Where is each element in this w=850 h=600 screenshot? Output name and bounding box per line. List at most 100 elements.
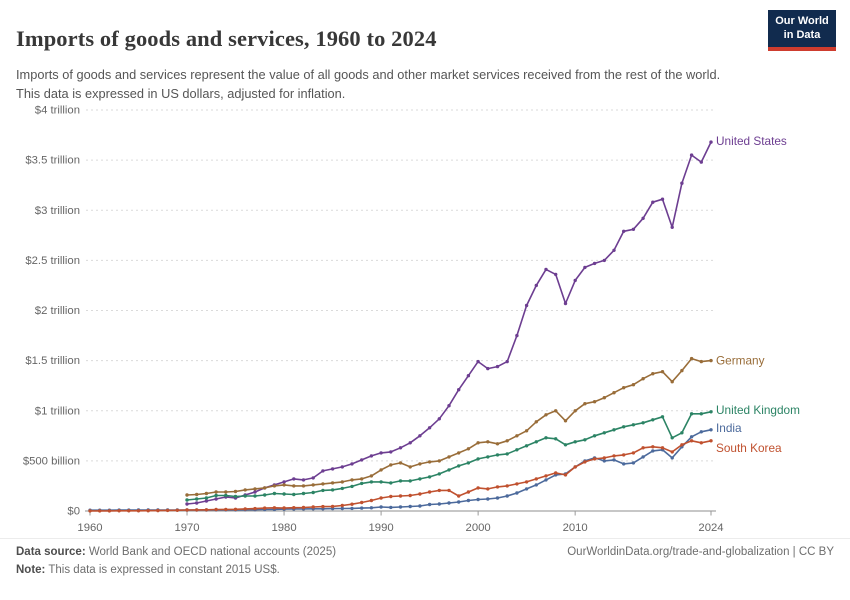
marker-united-states (544, 267, 548, 272)
marker-germany (292, 484, 296, 488)
marker-germany (408, 465, 412, 469)
marker-united-kingdom (360, 481, 364, 486)
marker-south-korea (602, 456, 606, 460)
line-united-states[interactable] (186, 141, 712, 505)
marker-india (466, 498, 471, 503)
marker-united-kingdom (699, 412, 703, 416)
marker-germany (554, 409, 558, 413)
marker-united-states (583, 265, 587, 270)
marker-united-kingdom (398, 479, 403, 483)
marker-south-korea (369, 498, 374, 503)
marker-south-korea (136, 509, 141, 513)
marker-united-states (466, 374, 471, 378)
marker-south-korea (689, 439, 694, 443)
marker-south-korea (127, 509, 131, 513)
marker-india (534, 483, 538, 487)
marker-united-states (204, 499, 209, 503)
series-label-united-kingdom[interactable]: United Kingdom (716, 403, 800, 417)
marker-united-kingdom (301, 491, 306, 496)
marker-india (389, 505, 393, 510)
line-germany[interactable] (186, 357, 712, 496)
marker-united-kingdom (476, 457, 480, 461)
marker-united-kingdom (263, 493, 267, 497)
marker-united-states (457, 388, 461, 392)
marker-united-states (505, 359, 509, 364)
marker-south-korea (495, 485, 500, 489)
series-label-india[interactable]: India (716, 421, 742, 435)
series-label-south-korea[interactable]: South Korea (716, 441, 782, 455)
marker-south-korea (573, 465, 577, 469)
marker-united-kingdom (204, 496, 209, 500)
marker-south-korea (447, 488, 451, 493)
marker-united-kingdom (369, 480, 374, 484)
marker-united-kingdom (282, 492, 286, 496)
line-india[interactable] (89, 429, 712, 511)
series-label-germany[interactable]: Germany (716, 354, 765, 368)
marker-germany (612, 391, 616, 395)
marker-south-korea (165, 508, 170, 513)
marker-united-kingdom (709, 410, 713, 414)
marker-united-states (185, 502, 189, 506)
y-tick-label: $3.5 trillion (25, 155, 80, 167)
marker-united-states (660, 197, 665, 201)
marker-united-kingdom (427, 475, 432, 479)
marker-united-states (214, 497, 218, 501)
marker-south-korea (330, 504, 335, 509)
note-value: This data is expressed in constant 2015 … (45, 564, 280, 576)
chart-footer: Data source: World Bank and OECD nationa… (16, 546, 834, 576)
owid-logo[interactable]: Our World in Data (768, 10, 836, 51)
owid-link[interactable]: OurWorldinData.org/trade-and-globalizati… (567, 546, 834, 558)
marker-south-korea (195, 508, 199, 512)
marker-germany (515, 434, 519, 438)
marker-united-states (622, 229, 626, 233)
marker-united-kingdom (505, 452, 509, 456)
marker-india (457, 500, 461, 504)
marker-united-kingdom (495, 453, 500, 457)
marker-south-korea (389, 494, 393, 499)
marker-south-korea (612, 454, 616, 458)
marker-south-korea (534, 477, 538, 481)
marker-united-kingdom (631, 423, 636, 427)
marker-united-states (321, 469, 325, 473)
series-label-united-states[interactable]: United States (716, 134, 787, 148)
marker-united-states (379, 451, 383, 455)
marker-germany (243, 488, 247, 492)
marker-germany (195, 492, 199, 497)
marker-united-kingdom (554, 437, 558, 441)
y-tick-label: $1 trillion (35, 405, 80, 417)
marker-germany (369, 474, 374, 478)
marker-india (631, 461, 636, 465)
marker-united-kingdom (321, 488, 325, 493)
marker-united-kingdom (602, 431, 606, 435)
marker-germany (301, 484, 306, 488)
marker-united-states (534, 283, 538, 288)
marker-germany (214, 490, 218, 494)
marker-germany (204, 491, 209, 496)
marker-south-korea (253, 506, 257, 511)
marker-united-states (554, 272, 558, 277)
marker-united-states (486, 366, 490, 371)
marker-united-states (253, 490, 257, 494)
marker-germany (282, 483, 286, 487)
marker-south-korea (651, 445, 655, 449)
marker-united-kingdom (389, 481, 393, 485)
marker-south-korea (98, 509, 102, 513)
x-tick-label: 1990 (369, 522, 394, 534)
marker-south-korea (185, 508, 189, 512)
marker-united-kingdom (486, 455, 490, 459)
marker-germany (389, 463, 393, 467)
marker-germany (680, 368, 684, 373)
marker-germany (437, 459, 441, 463)
marker-united-states (292, 477, 296, 481)
marker-united-states (699, 160, 703, 164)
marker-united-states (301, 478, 306, 482)
marker-united-states (689, 153, 694, 157)
line-south-korea[interactable] (89, 440, 712, 512)
y-tick-label: $4 trillion (35, 105, 80, 117)
marker-united-states (330, 467, 335, 471)
marker-south-korea (641, 446, 645, 450)
marker-germany (340, 480, 344, 484)
marker-united-kingdom (330, 488, 335, 492)
marker-united-states (573, 278, 577, 283)
